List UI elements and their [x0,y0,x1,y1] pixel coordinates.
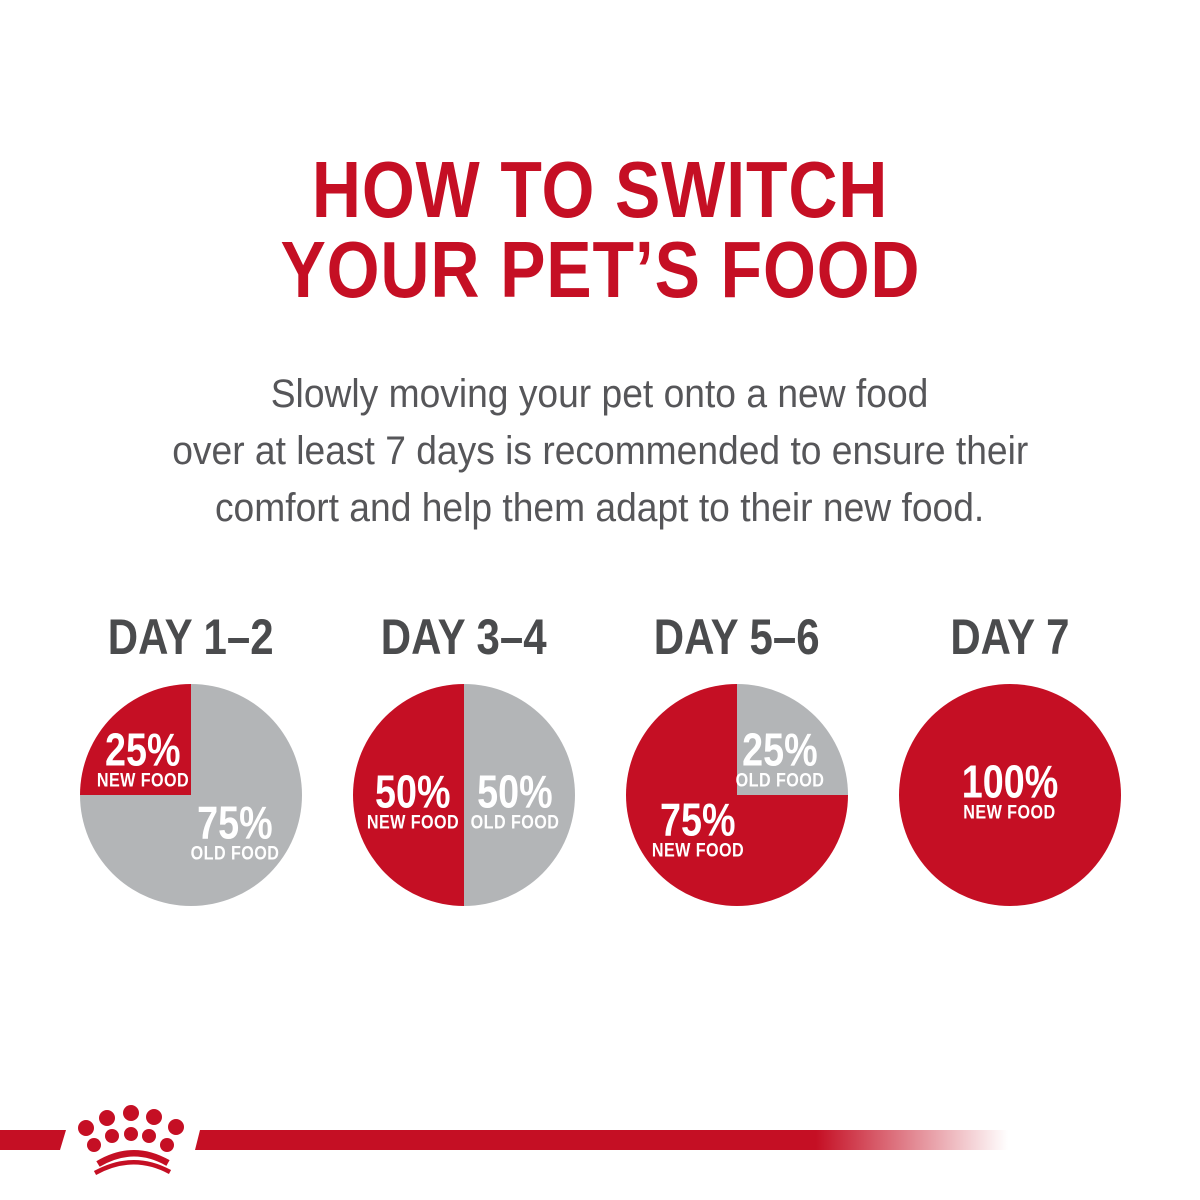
day-heading: DAY 5–6 [653,609,820,665]
food-name: OLD FOOD [190,843,279,865]
pie-chart-day-3-4: 50% NEW FOOD 50% OLD FOOD [352,684,575,906]
pie-slice-label-old-food: 75% OLD FOOD [182,796,286,865]
food-name: OLD FOOD [735,770,824,792]
chart-column-day-5-6: DAY 5–6 25% OLD FOOD 75% NEW FOOD [625,609,848,906]
percent-value: 50% [374,765,451,818]
pie-slice-label-new-food: 75% NEW FOOD [643,793,752,862]
subtitle-line-2: over at least 7 days is recommended to e… [171,429,1029,473]
brand-band-right [195,1130,1012,1150]
food-name: OLD FOOD [470,812,559,834]
chart-column-day-1-2: DAY 1–2 25% NEW FOOD 75% OLD FOOD [79,609,302,906]
title-line-1: HOW TO SWITCH [311,145,889,234]
chart-column-day-3-4: DAY 3–4 50% NEW FOOD 50% OLD FOOD [352,609,575,906]
brand-band-left [0,1130,66,1150]
chart-column-day-7: DAY 7 100% NEW FOOD [898,609,1121,906]
crown-dots [78,1105,184,1152]
pie-slice-label-old-food: 50% OLD FOOD [462,765,566,834]
pie-slice-label-new-food: 25% NEW FOOD [88,723,197,792]
food-name: NEW FOOD [366,812,459,834]
pie-slice-label-old-food: 25% OLD FOOD [727,723,831,792]
food-name: NEW FOOD [651,840,744,862]
day-heading: DAY 7 [949,609,1070,665]
pie-slice-label-new-food: 50% NEW FOOD [358,765,467,834]
percent-value: 25% [741,723,818,776]
subtitle-line-1: Slowly moving your pet onto a new food [271,372,929,416]
royal-canin-crown-icon [78,1105,184,1175]
day-heading: DAY 3–4 [380,609,547,665]
percent-value: 50% [476,765,553,818]
percent-value: 100% [961,755,1058,808]
percent-value: 75% [196,796,273,849]
charts-row: DAY 1–2 25% NEW FOOD 75% OLD FOOD DAY 3–… [0,612,1200,906]
page-subtitle: Slowly moving your pet onto a new food o… [0,366,1200,537]
food-name: NEW FOOD [96,770,189,792]
day-heading: DAY 1–2 [107,609,274,665]
pie-slice-label-new-food: 100% NEW FOOD [951,755,1069,824]
food-name: NEW FOOD [963,802,1056,824]
page-title: HOW TO SWITCH YOUR PET’S FOOD [0,150,1200,310]
pie-chart-day-1-2: 25% NEW FOOD 75% OLD FOOD [79,684,302,906]
pie-chart-day-7: 100% NEW FOOD [898,684,1121,906]
title-line-2: YOUR PET’S FOOD [280,225,920,314]
percent-value: 75% [659,793,736,846]
crown-arcs [93,1150,172,1175]
pie-chart-day-5-6: 25% OLD FOOD 75% NEW FOOD [625,684,848,906]
subtitle-line-3: comfort and help them adapt to their new… [215,486,985,530]
percent-value: 25% [104,723,181,776]
